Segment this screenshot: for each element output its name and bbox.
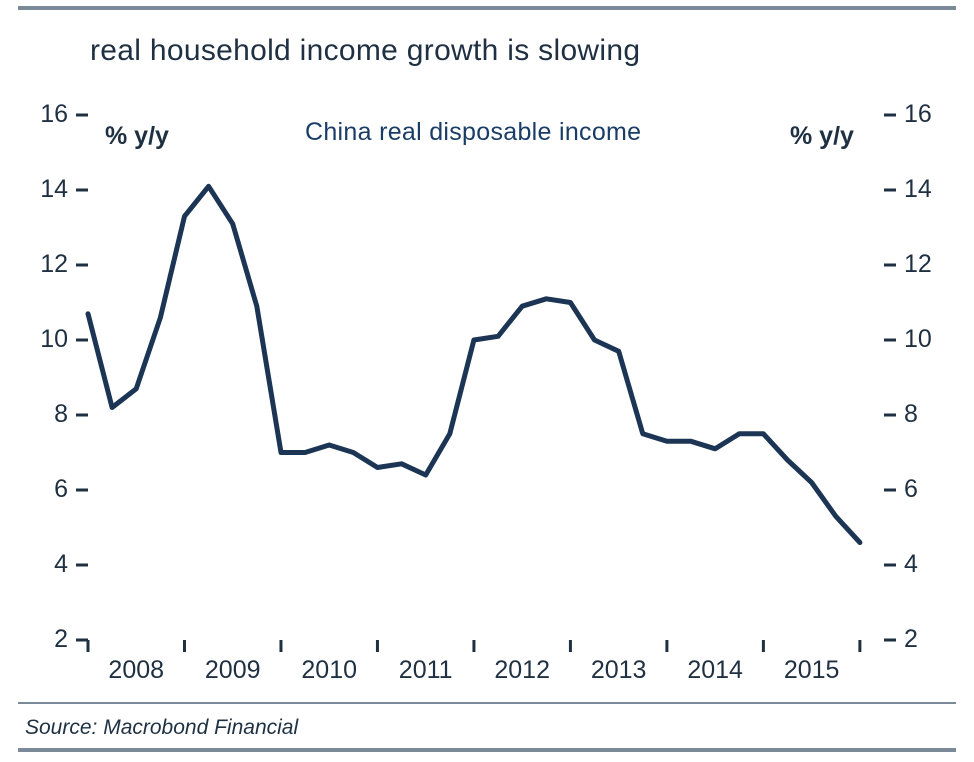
y-tick-label-left: 12 [8, 250, 68, 279]
x-tick-label: 2015 [784, 656, 840, 685]
x-tick-label: 2010 [301, 656, 357, 685]
source-text: Source: Macrobond Financial [25, 716, 298, 740]
y-tick-label-left: 14 [8, 175, 68, 204]
y-tick-label-left: 4 [8, 550, 68, 579]
y-tick-label-right: 2 [904, 625, 964, 654]
y-tick-label-right: 6 [904, 475, 964, 504]
y-tick-label-right: 8 [904, 400, 964, 429]
y-tick-label-left: 6 [8, 475, 68, 504]
y-tick-label-left: 2 [8, 625, 68, 654]
x-tick-label: 2011 [399, 656, 453, 685]
x-tick-label: 2008 [108, 656, 164, 685]
y-tick-label-right: 10 [904, 325, 964, 354]
y-tick-label-right: 4 [904, 550, 964, 579]
bottom-rule [18, 748, 956, 752]
chart-plot [0, 0, 974, 762]
y-tick-label-right: 12 [904, 250, 964, 279]
x-tick-label: 2014 [687, 656, 743, 685]
y-tick-label-left: 16 [8, 100, 68, 129]
y-tick-label-left: 8 [8, 400, 68, 429]
y-tick-label-right: 16 [904, 100, 964, 129]
x-tick-label: 2013 [591, 656, 647, 685]
x-tick-label: 2009 [205, 656, 261, 685]
x-tick-label: 2012 [494, 656, 550, 685]
chart-frame: real household income growth is slowing … [0, 0, 974, 762]
y-tick-label-left: 10 [8, 325, 68, 354]
separator-rule [18, 702, 956, 704]
y-tick-label-right: 14 [904, 175, 964, 204]
